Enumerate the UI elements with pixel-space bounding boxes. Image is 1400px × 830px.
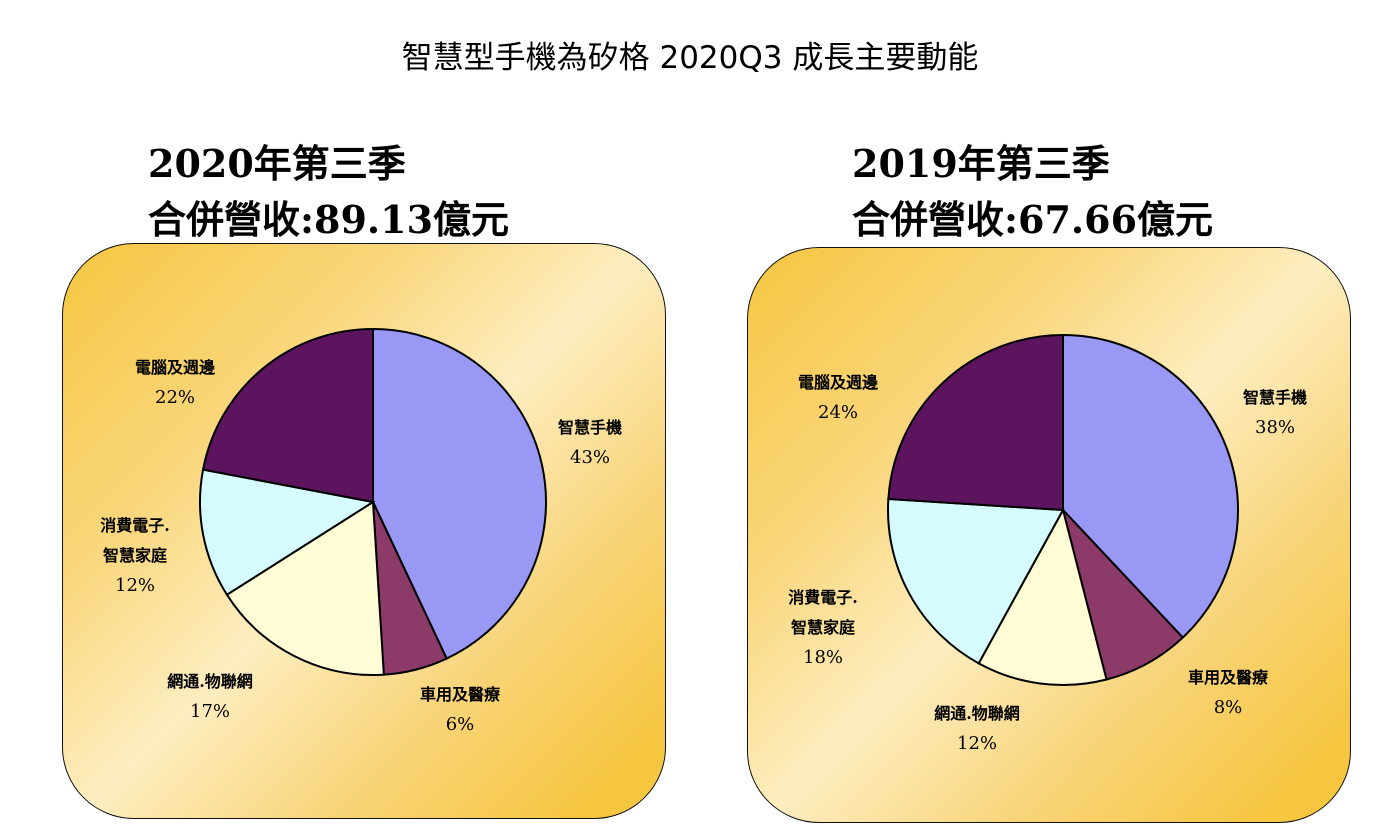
pie-2020-label-smartphone: 智慧手機 43% — [558, 413, 622, 473]
data-label-percent: 17% — [189, 701, 231, 722]
chart-2019-period: 2019年第三季 — [852, 141, 1110, 186]
data-label-percent: 43% — [569, 447, 611, 468]
pie-2019-label-network-iot: 網通.物聯網 12% — [934, 699, 1020, 759]
data-label-category: 網通.物聯網 — [167, 672, 253, 691]
data-label-category: 智慧手機 — [557, 418, 623, 437]
data-label-percent: 24% — [817, 402, 859, 423]
chart-2020-revenue: 合併營收:89.13億元 — [148, 197, 510, 242]
data-label-percent: 38% — [1254, 417, 1296, 438]
pie-2019-slice-smartphone — [1062, 333, 1240, 639]
data-label-percent: 22% — [154, 387, 196, 408]
data-label-category: 電腦及週邊 — [134, 358, 216, 377]
pie-2019-slice-network-iot — [977, 507, 1108, 686]
pie-2020-label-pc-peripherals: 電腦及週邊 22% — [135, 353, 215, 413]
chart-2019-revenue: 合併營收:67.66億元 — [852, 197, 1214, 242]
data-label-category-line2: 智慧家庭 — [102, 546, 168, 565]
pie-2019-slice-consumer-smarthome — [887, 497, 1065, 665]
page-title: 智慧型手機為矽格 2020Q3 成長主要動能 — [401, 40, 979, 76]
chart-2020-heading: 2020年第三季 合併營收:89.13億元 — [148, 136, 509, 248]
pie-2020-label-network-iot: 網通.物聯網 17% — [167, 667, 253, 727]
data-label-category: 車用及醫療 — [419, 685, 501, 704]
pie-2019-label-consumer-smarthome: 消費電子. 智慧家庭 18% — [788, 583, 858, 673]
data-label-percent: 8% — [1213, 697, 1243, 718]
data-label-category: 消費電子. — [100, 516, 170, 535]
pie-2019-label-auto-medical: 車用及醫療 8% — [1188, 663, 1268, 723]
pie-2020-slice-smartphone — [372, 327, 547, 660]
pie-2019-label-pc-peripherals: 電腦及週邊 24% — [798, 368, 878, 428]
data-label-percent: 12% — [114, 575, 156, 596]
data-label-category: 網通.物聯網 — [934, 704, 1020, 723]
data-label-percent: 6% — [445, 714, 475, 735]
data-label-percent: 18% — [802, 647, 844, 668]
data-label-category: 電腦及週邊 — [797, 373, 879, 392]
pie-2020-slice-network-iot — [225, 500, 385, 676]
pie-2020-slice-consumer-smarthome — [199, 468, 376, 597]
pie-2019-label-smartphone: 智慧手機 38% — [1243, 383, 1307, 443]
pie-2020-label-consumer-smarthome: 消費電子. 智慧家庭 12% — [100, 511, 170, 601]
pie-2020-slice-pc-peripherals — [201, 327, 374, 504]
data-label-category: 智慧手機 — [1242, 388, 1308, 407]
data-label-category-line2: 智慧家庭 — [790, 618, 856, 637]
pie-2019-slice-pc-peripherals — [887, 333, 1064, 512]
pie-2020-label-auto-medical: 車用及醫療 6% — [420, 680, 500, 740]
data-label-category: 消費電子. — [788, 588, 858, 607]
data-label-category: 車用及醫療 — [1187, 668, 1269, 687]
chart-2019-heading: 2019年第三季 合併營收:67.66億元 — [852, 136, 1213, 248]
data-label-percent: 12% — [956, 733, 998, 754]
chart-2020-period: 2020年第三季 — [148, 141, 406, 186]
